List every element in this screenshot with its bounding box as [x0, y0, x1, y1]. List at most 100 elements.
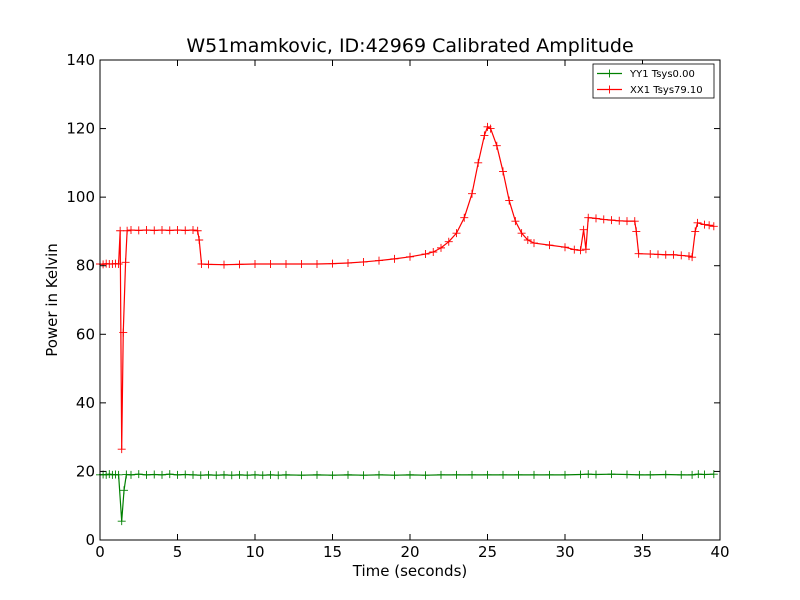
data-point — [142, 226, 151, 235]
legend-marker — [605, 69, 614, 78]
data-point — [282, 470, 290, 479]
series-line — [99, 473, 714, 522]
data-point — [429, 248, 438, 256]
data-point — [258, 471, 267, 480]
data-point — [646, 470, 655, 479]
data-point — [468, 470, 476, 479]
y-tick-label: 100 — [66, 188, 95, 206]
data-point — [150, 226, 159, 235]
data-point — [576, 470, 585, 479]
data-point — [530, 470, 538, 479]
data-point — [700, 470, 709, 479]
data-point — [406, 252, 414, 261]
data-point — [134, 226, 143, 235]
data-point — [120, 486, 129, 495]
data-point — [181, 226, 190, 235]
data-point — [158, 226, 166, 235]
data-point — [570, 245, 579, 254]
data-point — [661, 470, 670, 479]
data-point — [584, 213, 593, 222]
data-point — [251, 260, 259, 268]
x-tick-label: 40 — [710, 543, 729, 561]
y-tick-label: 0 — [85, 531, 95, 549]
data-point — [158, 470, 166, 479]
data-point — [646, 250, 655, 259]
x-tick-label: 25 — [478, 543, 497, 561]
data-point — [486, 124, 495, 133]
data-point — [165, 226, 174, 235]
data-point — [181, 470, 190, 479]
data-point — [282, 260, 290, 268]
data-point — [530, 239, 538, 248]
data-point — [328, 471, 337, 480]
data-point — [688, 470, 697, 479]
data-point — [505, 196, 514, 205]
data-point — [313, 260, 321, 268]
data-point — [266, 260, 275, 268]
data-point — [204, 260, 213, 269]
data-point — [581, 245, 590, 254]
data-point — [117, 445, 126, 454]
data-point — [630, 217, 639, 226]
data-point — [492, 141, 501, 150]
data-point — [196, 471, 205, 480]
chart-title: W51mamkovic, ID:42969 Calibrated Amplitu… — [186, 35, 633, 57]
data-point — [661, 250, 670, 259]
x-axis-title: Time (seconds) — [352, 562, 468, 580]
data-point — [632, 227, 641, 236]
data-point — [474, 158, 483, 167]
data-point — [709, 222, 718, 231]
data-point — [693, 218, 702, 227]
data-point — [375, 256, 383, 265]
data-point — [193, 226, 202, 235]
x-tick-label: 5 — [173, 543, 183, 561]
data-point — [266, 470, 275, 479]
data-point — [460, 213, 469, 222]
legend-box — [592, 63, 715, 99]
data-point — [615, 216, 624, 225]
data-point — [669, 250, 678, 259]
data-point — [344, 258, 352, 267]
data-point — [635, 470, 644, 479]
series-1 — [96, 122, 718, 454]
legend-marker — [605, 85, 614, 94]
data-point — [150, 470, 159, 479]
y-axis-title: Power in Kelvin — [43, 243, 61, 357]
data-point — [607, 216, 616, 225]
data-point — [235, 260, 244, 269]
data-point — [483, 470, 492, 479]
y-tick-label: 20 — [76, 462, 95, 480]
data-point — [359, 257, 368, 266]
data-point — [123, 226, 132, 235]
legend-label-yy1: YY1 Tsys0.00 — [629, 69, 695, 80]
data-point — [480, 131, 489, 140]
data-point — [452, 470, 461, 479]
data-point — [705, 221, 714, 230]
data-point — [406, 470, 414, 479]
plot-frame — [99, 59, 721, 541]
data-point — [623, 217, 631, 226]
data-point — [437, 243, 445, 252]
data-point — [390, 254, 399, 263]
data-point — [576, 246, 585, 255]
data-point — [114, 260, 123, 268]
data-point — [700, 220, 709, 229]
data-point — [313, 470, 321, 479]
data-point — [173, 226, 182, 235]
y-axis: 0 20 40 60 80 100 120 140 — [66, 51, 720, 549]
data-point — [297, 471, 306, 480]
data-point — [173, 470, 182, 479]
data-point — [328, 259, 337, 268]
data-point — [359, 471, 368, 480]
data-point — [127, 470, 135, 479]
x-axis: 0 5 10 15 20 25 30 35 40 — [95, 60, 730, 561]
data-point — [204, 470, 213, 479]
data-point — [623, 470, 631, 479]
data-point — [212, 471, 221, 480]
x-tick-label: 15 — [323, 543, 342, 561]
data-point — [117, 517, 126, 526]
data-point — [127, 226, 135, 235]
data-point — [452, 229, 461, 238]
data-point — [116, 226, 125, 235]
